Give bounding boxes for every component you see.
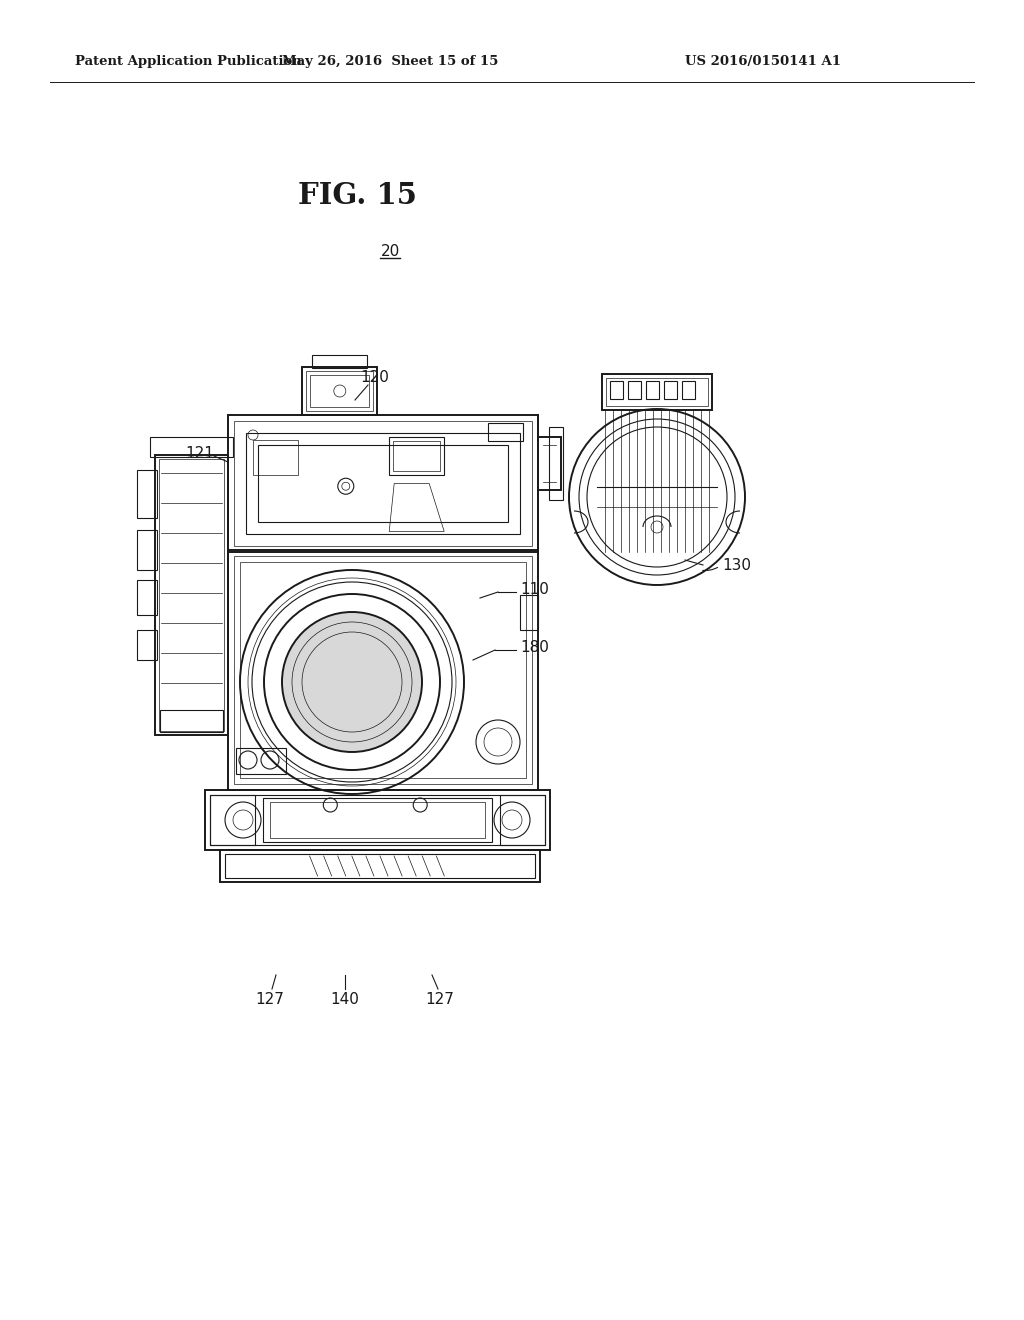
- Text: 110: 110: [520, 582, 549, 598]
- Bar: [228, 414, 538, 552]
- Bar: [312, 355, 368, 368]
- Bar: [646, 381, 659, 399]
- Bar: [488, 422, 523, 441]
- Bar: [234, 556, 532, 784]
- Bar: [606, 378, 708, 407]
- Text: 140: 140: [331, 993, 359, 1007]
- Bar: [240, 562, 526, 777]
- Bar: [137, 579, 157, 615]
- Bar: [538, 437, 561, 490]
- Bar: [520, 595, 538, 630]
- Circle shape: [282, 612, 422, 752]
- Text: 180: 180: [520, 640, 549, 656]
- Bar: [137, 531, 157, 570]
- Bar: [253, 440, 298, 475]
- Bar: [263, 799, 492, 842]
- Text: US 2016/0150141 A1: US 2016/0150141 A1: [685, 55, 841, 69]
- Bar: [393, 441, 440, 471]
- Bar: [549, 426, 563, 500]
- Text: 130: 130: [722, 558, 751, 573]
- Bar: [210, 795, 255, 845]
- Bar: [236, 748, 286, 774]
- Bar: [220, 850, 540, 882]
- Bar: [160, 710, 223, 733]
- Bar: [500, 795, 545, 845]
- Bar: [210, 795, 545, 845]
- Text: 121: 121: [185, 446, 214, 461]
- Text: FIG. 15: FIG. 15: [299, 181, 418, 210]
- Bar: [225, 854, 535, 878]
- Bar: [234, 421, 532, 546]
- Bar: [664, 381, 677, 399]
- Bar: [310, 375, 370, 407]
- Bar: [159, 459, 224, 731]
- Bar: [302, 367, 377, 414]
- Bar: [246, 433, 520, 535]
- Text: Patent Application Publication: Patent Application Publication: [75, 55, 302, 69]
- Bar: [389, 437, 444, 475]
- Bar: [228, 550, 538, 789]
- Bar: [610, 381, 623, 399]
- Text: 127: 127: [426, 993, 455, 1007]
- Text: 120: 120: [360, 371, 389, 385]
- Text: 127: 127: [256, 993, 285, 1007]
- Bar: [258, 445, 508, 521]
- Bar: [205, 789, 550, 850]
- Bar: [628, 381, 641, 399]
- Text: May 26, 2016  Sheet 15 of 15: May 26, 2016 Sheet 15 of 15: [282, 55, 499, 69]
- Text: 20: 20: [380, 244, 399, 260]
- Bar: [137, 470, 157, 517]
- Bar: [682, 381, 695, 399]
- Bar: [150, 437, 233, 457]
- Bar: [137, 630, 157, 660]
- Bar: [270, 803, 485, 838]
- Bar: [155, 455, 228, 735]
- Bar: [306, 371, 374, 411]
- Bar: [602, 374, 712, 411]
